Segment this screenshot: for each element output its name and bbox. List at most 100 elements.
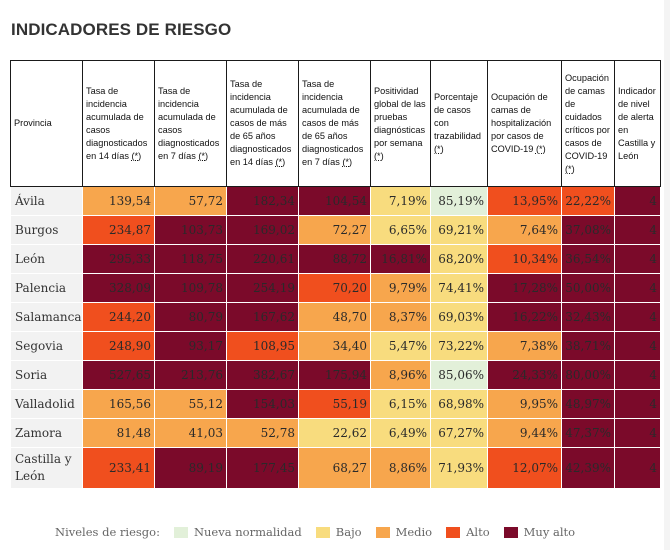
value-cell: 103,73 (154, 215, 227, 245)
value-cell: 42,39% (561, 447, 615, 489)
info-link[interactable]: (*) (275, 157, 286, 167)
value-cell: 4 (614, 273, 661, 303)
header-label: Ocupación de camas de hospitalización po… (491, 92, 552, 154)
value-cell: 48,70 (298, 302, 371, 332)
value-cell: 213,76 (154, 360, 227, 390)
value-cell: 55,12 (154, 389, 227, 419)
province-cell: Palencia (10, 273, 83, 303)
value-cell: 233,41 (82, 447, 155, 489)
value-cell: 69,21% (430, 215, 488, 245)
header-nivel-alerta: Indicador de nivel de alerta en Castilla… (614, 60, 661, 187)
value-cell: 81,48 (82, 418, 155, 448)
value-cell: 70,20 (298, 273, 371, 303)
table-row: Valladolid 165,56 55,12 154,03 55,19 6,15% 68,… (10, 389, 661, 419)
province-cell: Burgos (10, 215, 83, 245)
page-title: INDICADORES DE RIESGO (11, 20, 232, 39)
value-cell: 48,97% (561, 389, 615, 419)
legend-item-bajo: Bajo (315, 525, 362, 539)
value-cell: 4 (614, 389, 661, 419)
value-cell: 38,71% (561, 331, 615, 361)
table-row: Burgos 234,87 103,73 169,02 72,27 6,65% 69,21%… (10, 215, 661, 245)
legend-swatch (173, 526, 188, 538)
value-cell: 108,95 (226, 331, 299, 361)
info-link[interactable]: (*) (535, 144, 546, 154)
legend-item-alto: Alto (446, 525, 490, 539)
value-cell: 16,81% (370, 244, 431, 274)
value-cell: 8,96% (370, 360, 431, 390)
province-cell: Segovia (10, 331, 83, 361)
value-cell: 5,47% (370, 331, 431, 361)
value-cell: 69,03% (430, 302, 488, 332)
value-cell: 9,79% (370, 273, 431, 303)
value-cell: 4 (614, 331, 661, 361)
risk-legend: Niveles de riesgo: Nueva normalidad Bajo… (55, 524, 575, 540)
value-cell: 67,27% (430, 418, 488, 448)
header-label: Tasa de incidencia acumulada de casos de… (230, 79, 292, 167)
info-link[interactable]: (*) (565, 163, 575, 174)
value-cell: 41,03 (154, 418, 227, 448)
value-cell: 50,00% (561, 273, 615, 303)
table-row: Segovia 248,90 93,17 108,95 34,40 5,47% 73,22%… (10, 331, 661, 361)
legend-item-muy-alto: Muy alto (503, 525, 575, 539)
value-cell: 6,15% (370, 389, 431, 419)
legend-swatch (315, 526, 330, 538)
header-label: Tasa de incidencia acumulada de casos de… (302, 79, 364, 167)
value-cell: 104,54 (298, 186, 371, 216)
header-provincia: Provincia (10, 60, 83, 187)
value-cell: 93,17 (154, 331, 227, 361)
province-cell: León (10, 244, 83, 274)
value-cell: 68,98% (430, 389, 488, 419)
table-row: Ávila 139,54 57,72 182,34 104,54 7,19% 85,19% 1… (10, 186, 661, 216)
value-cell: 234,87 (82, 215, 155, 245)
value-cell: 10,34% (487, 244, 562, 274)
value-cell: 74,41% (430, 273, 488, 303)
header-positividad: Positividad global de las pruebas diagnó… (370, 60, 431, 187)
info-link[interactable]: (*) (198, 150, 209, 161)
info-link[interactable]: (*) (131, 150, 142, 161)
province-cell: Ávila (10, 186, 83, 216)
value-cell: 72,27 (298, 215, 371, 245)
header-label: Positividad global de las pruebas diagnó… (374, 85, 426, 148)
table-row: Palencia 328,09 109,78 254,19 70,20 9,79% 74,4… (10, 273, 661, 303)
value-cell: 85,06% (430, 360, 488, 390)
value-cell: 32,43% (561, 302, 615, 332)
value-cell: 8,37% (370, 302, 431, 332)
legend-swatch (375, 526, 390, 538)
header-row: Provincia Tasa de incidencia acumulada d… (10, 60, 661, 187)
legend-item-label: Medio (395, 525, 433, 539)
value-cell: 527,65 (82, 360, 155, 390)
legend-item-nueva-normalidad: Nueva normalidad (173, 525, 302, 539)
header-label: Tasa de incidencia acumulada de casos di… (158, 85, 220, 161)
legend-swatch (503, 526, 518, 538)
value-cell: 182,34 (226, 186, 299, 216)
value-cell: 36,54% (561, 244, 615, 274)
page-scrollbar[interactable] (664, 0, 670, 550)
value-cell: 169,02 (226, 215, 299, 245)
legend-item-label: Nueva normalidad (193, 525, 302, 539)
value-cell: 6,65% (370, 215, 431, 245)
legend-item-medio: Medio (375, 525, 433, 539)
info-link[interactable]: (*) (342, 157, 353, 167)
value-cell: 22,22% (561, 186, 615, 216)
info-link[interactable]: (*) (434, 144, 444, 154)
value-cell: 68,20% (430, 244, 488, 274)
value-cell: 7,19% (370, 186, 431, 216)
value-cell: 220,61 (226, 244, 299, 274)
value-cell: 68,27 (298, 447, 371, 489)
value-cell: 382,67 (226, 360, 299, 390)
value-cell: 22,62 (298, 418, 371, 448)
value-cell: 47,37% (561, 418, 615, 448)
header-ocupacion-hospital: Ocupación de camas de hospitalización po… (487, 60, 562, 187)
value-cell: 7,38% (487, 331, 562, 361)
value-cell: 9,95% (487, 389, 562, 419)
value-cell: 254,19 (226, 273, 299, 303)
value-cell: 4 (614, 360, 661, 390)
info-link[interactable]: (*) (374, 150, 384, 161)
value-cell: 73,22% (430, 331, 488, 361)
province-cell: Soria (10, 360, 83, 390)
header-trazabilidad: Porcentaje de casos con trazabilidad (*) (430, 60, 488, 187)
legend-label: Niveles de riesgo: (55, 525, 160, 539)
value-cell: 109,78 (154, 273, 227, 303)
value-cell: 4 (614, 302, 661, 332)
value-cell: 118,75 (154, 244, 227, 274)
